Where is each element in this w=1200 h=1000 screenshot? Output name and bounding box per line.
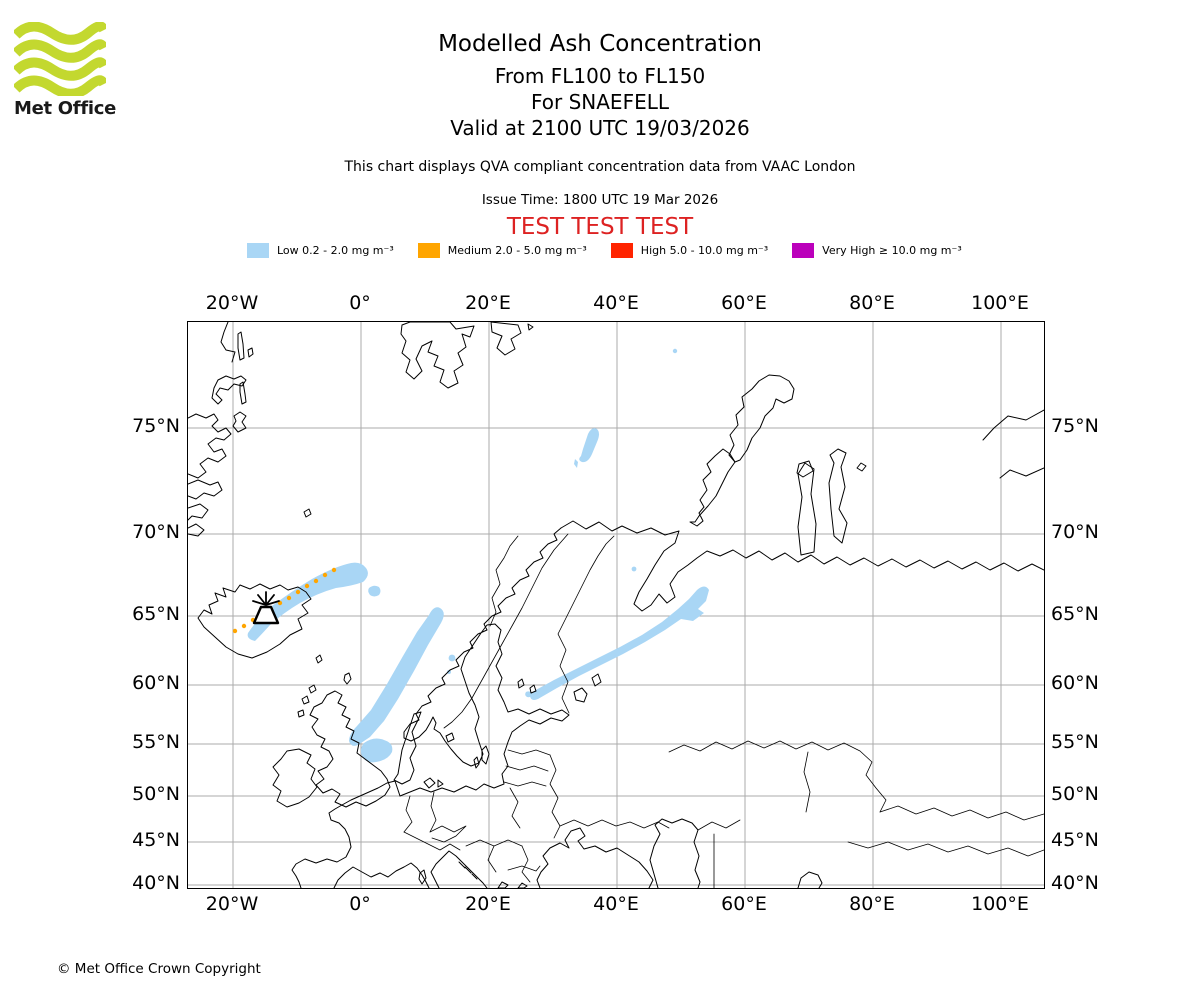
lon-tick-top-40°E: 40°E <box>593 292 639 314</box>
lat-tick-right-40°N: 40°N <box>1051 872 1099 894</box>
legend-item-high: High 5.0 - 10.0 mg m⁻³ <box>610 243 769 258</box>
lat-tick-left-45°N: 45°N <box>132 829 180 851</box>
lat-tick-right-45°N: 45°N <box>1051 829 1099 851</box>
legend-label-medium: Medium 2.0 - 5.0 mg m⁻³ <box>447 244 587 257</box>
ash-layer-low <box>247 348 709 763</box>
lon-tick-top-60°E: 60°E <box>721 292 767 314</box>
chart-subtitle-volcano: For SNAEFELL <box>530 90 669 114</box>
lat-tick-right-55°N: 55°N <box>1051 731 1099 753</box>
gridlines-group <box>188 322 1044 888</box>
legend-swatch-low <box>247 243 269 258</box>
legend-swatch-very-high <box>792 243 815 258</box>
map-canvas <box>188 322 1044 888</box>
country-borders-group <box>403 533 1044 888</box>
lat-tick-right-65°N: 65°N <box>1051 603 1099 625</box>
legend-label-high: High 5.0 - 10.0 mg m⁻³ <box>640 244 769 257</box>
chart-subtitle-flight-levels: From FL100 to FL150 <box>494 64 706 88</box>
legend-swatch-medium <box>417 243 440 258</box>
lat-tick-left-65°N: 65°N <box>132 603 180 625</box>
test-banner: TEST TEST TEST <box>506 214 694 240</box>
lon-tick-bottom-0°: 0° <box>349 893 371 915</box>
lat-tick-right-70°N: 70°N <box>1051 521 1099 543</box>
lat-tick-right-60°N: 60°N <box>1051 672 1099 694</box>
legend-label-low: Low 0.2 - 2.0 mg m⁻³ <box>277 244 394 257</box>
copyright-notice: © Met Office Crown Copyright <box>57 961 261 977</box>
legend: Low 0.2 - 2.0 mg m⁻³ Medium 2.0 - 5.0 mg … <box>247 243 962 258</box>
lat-tick-left-60°N: 60°N <box>132 672 180 694</box>
lon-tick-top-80°E: 80°E <box>849 292 895 314</box>
map-frame <box>187 321 1045 889</box>
lon-tick-bottom-40°E: 40°E <box>593 893 639 915</box>
met-office-logo-text: Met Office <box>14 98 117 119</box>
lon-tick-top-100°E: 100°E <box>971 292 1029 314</box>
met-office-logo-waves <box>14 22 106 96</box>
lon-tick-top-20°E: 20°E <box>465 292 511 314</box>
legend-item-medium: Medium 2.0 - 5.0 mg m⁻³ <box>417 243 587 258</box>
legend-item-very-high: Very High ≥ 10.0 mg m⁻³ <box>792 243 962 258</box>
lat-tick-right-75°N: 75°N <box>1051 415 1099 437</box>
chart-subtitle-valid-time: Valid at 2100 UTC 19/03/2026 <box>450 116 750 140</box>
lat-tick-left-40°N: 40°N <box>132 872 180 894</box>
issue-time: Issue Time: 1800 UTC 19 Mar 2026 <box>481 192 719 208</box>
legend-label-very-high: Very High ≥ 10.0 mg m⁻³ <box>822 244 962 257</box>
lat-tick-right-50°N: 50°N <box>1051 783 1099 805</box>
volcano-marker <box>252 591 280 625</box>
lon-tick-bottom-80°E: 80°E <box>849 893 895 915</box>
met-office-logo: Met Office <box>14 22 124 119</box>
coastlines-group <box>188 322 1044 888</box>
lon-tick-bottom-20°E: 20°E <box>465 893 511 915</box>
chart-description: This chart displays QVA compliant concen… <box>344 159 856 175</box>
legend-item-low: Low 0.2 - 2.0 mg m⁻³ <box>247 243 394 258</box>
lon-tick-top-20°W: 20°W <box>205 292 259 314</box>
lon-tick-bottom-60°E: 60°E <box>721 893 767 915</box>
lat-tick-left-55°N: 55°N <box>132 731 180 753</box>
lon-tick-bottom-100°E: 100°E <box>971 893 1029 915</box>
chart-title: Modelled Ash Concentration <box>438 31 762 57</box>
lat-tick-left-70°N: 70°N <box>132 521 180 543</box>
lat-tick-left-75°N: 75°N <box>132 415 180 437</box>
lat-tick-left-50°N: 50°N <box>132 783 180 805</box>
legend-swatch-high <box>610 243 633 258</box>
lon-tick-top-0°: 0° <box>349 292 371 314</box>
lon-tick-bottom-20°W: 20°W <box>205 893 259 915</box>
